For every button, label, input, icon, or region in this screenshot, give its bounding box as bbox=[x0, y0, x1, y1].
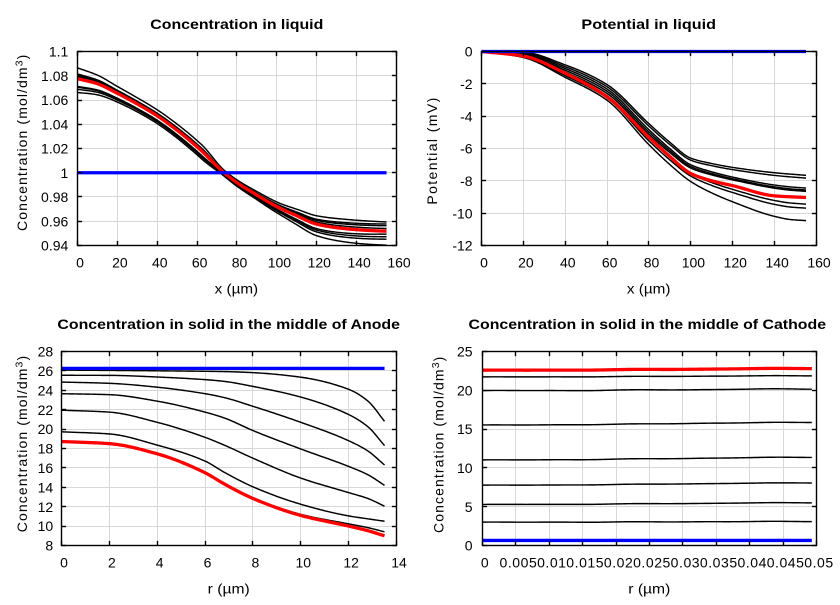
svg-text:0: 0 bbox=[465, 44, 473, 60]
svg-text:-4: -4 bbox=[460, 108, 473, 124]
svg-text:0.005: 0.005 bbox=[500, 555, 538, 571]
svg-text:1: 1 bbox=[61, 165, 69, 181]
svg-text:15: 15 bbox=[457, 421, 473, 437]
svg-text:0.02: 0.02 bbox=[604, 555, 633, 571]
svg-text:80: 80 bbox=[232, 255, 248, 271]
svg-text:-2: -2 bbox=[460, 76, 473, 92]
svg-text:Potential in liquid: Potential in liquid bbox=[581, 16, 716, 32]
svg-text:120: 120 bbox=[724, 255, 748, 271]
svg-text:r (µm): r (µm) bbox=[208, 581, 250, 597]
svg-text:18: 18 bbox=[38, 441, 54, 457]
svg-text:0.015: 0.015 bbox=[566, 555, 604, 571]
svg-text:1.08: 1.08 bbox=[41, 68, 68, 84]
svg-text:14: 14 bbox=[38, 479, 54, 495]
svg-text:22: 22 bbox=[38, 402, 54, 418]
svg-text:10: 10 bbox=[457, 460, 473, 476]
svg-text:16: 16 bbox=[38, 460, 54, 476]
svg-text:-6: -6 bbox=[460, 141, 473, 157]
svg-text:10: 10 bbox=[38, 518, 54, 534]
svg-text:20: 20 bbox=[518, 255, 534, 271]
svg-text:Concentration in solid in the: Concentration in solid in the middle of … bbox=[57, 316, 400, 332]
svg-text:28: 28 bbox=[38, 344, 54, 360]
svg-text:5: 5 bbox=[465, 499, 473, 515]
svg-text:Concentration (mol/dm3): Concentration (mol/dm3) bbox=[430, 356, 447, 533]
svg-text:0.01: 0.01 bbox=[537, 555, 566, 571]
svg-text:-12: -12 bbox=[452, 238, 472, 254]
svg-text:10: 10 bbox=[296, 555, 312, 571]
svg-text:4: 4 bbox=[156, 555, 164, 571]
svg-text:1.06: 1.06 bbox=[41, 92, 68, 108]
svg-text:0: 0 bbox=[465, 538, 473, 554]
svg-text:8: 8 bbox=[45, 538, 53, 554]
svg-text:Concentration in solid in the: Concentration in solid in the middle of … bbox=[469, 316, 827, 332]
svg-text:26: 26 bbox=[38, 363, 54, 379]
svg-text:0.98: 0.98 bbox=[41, 189, 68, 205]
svg-text:120: 120 bbox=[308, 255, 332, 271]
svg-text:0.94: 0.94 bbox=[41, 238, 68, 254]
svg-text:14: 14 bbox=[391, 555, 407, 571]
svg-text:0.04: 0.04 bbox=[737, 555, 766, 571]
svg-text:20: 20 bbox=[112, 255, 128, 271]
svg-text:60: 60 bbox=[192, 255, 208, 271]
svg-text:25: 25 bbox=[457, 344, 473, 360]
svg-text:160: 160 bbox=[387, 255, 411, 271]
svg-text:Concentration (mol/dm3): Concentration (mol/dm3) bbox=[13, 355, 30, 532]
svg-text:0.025: 0.025 bbox=[633, 555, 671, 571]
svg-text:160: 160 bbox=[807, 255, 831, 271]
svg-text:12: 12 bbox=[38, 499, 54, 515]
svg-text:Concentration (mol/dm3): Concentration (mol/dm3) bbox=[13, 54, 30, 231]
svg-text:60: 60 bbox=[602, 255, 618, 271]
svg-text:Concentration in liquid: Concentration in liquid bbox=[150, 16, 323, 32]
svg-text:8: 8 bbox=[252, 555, 260, 571]
svg-text:x (µm): x (µm) bbox=[627, 281, 671, 297]
svg-text:0.035: 0.035 bbox=[700, 555, 738, 571]
svg-text:r (µm): r (µm) bbox=[628, 581, 670, 597]
svg-text:24: 24 bbox=[38, 382, 54, 398]
svg-text:80: 80 bbox=[644, 255, 660, 271]
svg-text:0.05: 0.05 bbox=[804, 555, 833, 571]
svg-text:1.02: 1.02 bbox=[41, 141, 68, 157]
svg-text:40: 40 bbox=[560, 255, 576, 271]
svg-text:-10: -10 bbox=[452, 205, 472, 221]
svg-text:0: 0 bbox=[60, 555, 68, 571]
svg-text:0.03: 0.03 bbox=[671, 555, 700, 571]
svg-text:x (µm): x (µm) bbox=[215, 281, 259, 297]
svg-text:12: 12 bbox=[343, 555, 359, 571]
svg-text:0: 0 bbox=[481, 555, 489, 571]
svg-text:100: 100 bbox=[268, 255, 292, 271]
svg-text:40: 40 bbox=[152, 255, 168, 271]
svg-text:20: 20 bbox=[457, 382, 473, 398]
svg-text:100: 100 bbox=[682, 255, 706, 271]
svg-text:140: 140 bbox=[347, 255, 371, 271]
svg-text:-8: -8 bbox=[460, 173, 473, 189]
svg-text:0.96: 0.96 bbox=[41, 213, 68, 229]
svg-text:0: 0 bbox=[480, 255, 488, 271]
svg-text:2: 2 bbox=[108, 555, 116, 571]
svg-text:1.1: 1.1 bbox=[49, 44, 69, 60]
svg-text:0: 0 bbox=[76, 255, 84, 271]
svg-text:Potential (mV): Potential (mV) bbox=[424, 96, 440, 204]
svg-text:1.04: 1.04 bbox=[41, 116, 68, 132]
svg-text:20: 20 bbox=[38, 421, 54, 437]
svg-text:0.045: 0.045 bbox=[767, 555, 805, 571]
svg-text:6: 6 bbox=[204, 555, 212, 571]
svg-text:140: 140 bbox=[765, 255, 789, 271]
